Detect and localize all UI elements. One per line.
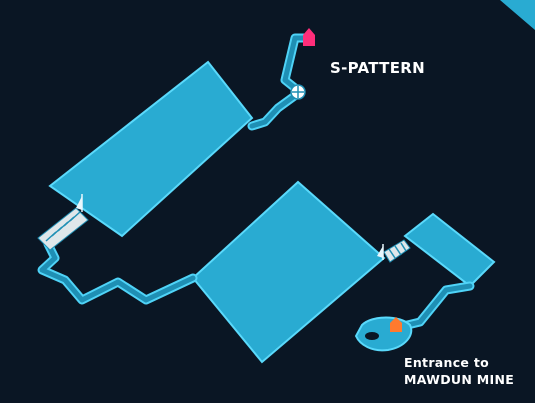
mine-entrance-label: Entrance to MAWDUN MINE [404, 354, 514, 388]
boat-icon [377, 244, 384, 260]
corridor-north [247, 33, 310, 131]
bonfire-icon [290, 84, 306, 100]
staircase-west [37, 207, 89, 251]
mine-entrance-label-line2: MAWDUN MINE [404, 372, 515, 387]
corner-marker [500, 0, 535, 30]
mine-entrance-label-line1: Entrance to [404, 355, 490, 370]
staircase-east [383, 239, 411, 263]
boat-icon [76, 194, 83, 212]
room-upper [48, 60, 254, 238]
orange-pin-icon [390, 317, 402, 332]
pink-pin-icon [303, 28, 315, 46]
room-east [403, 212, 496, 288]
mine-entrance-area [354, 316, 413, 352]
s-pattern-label: S-PATTERN [330, 59, 425, 77]
room-lower [191, 180, 386, 364]
